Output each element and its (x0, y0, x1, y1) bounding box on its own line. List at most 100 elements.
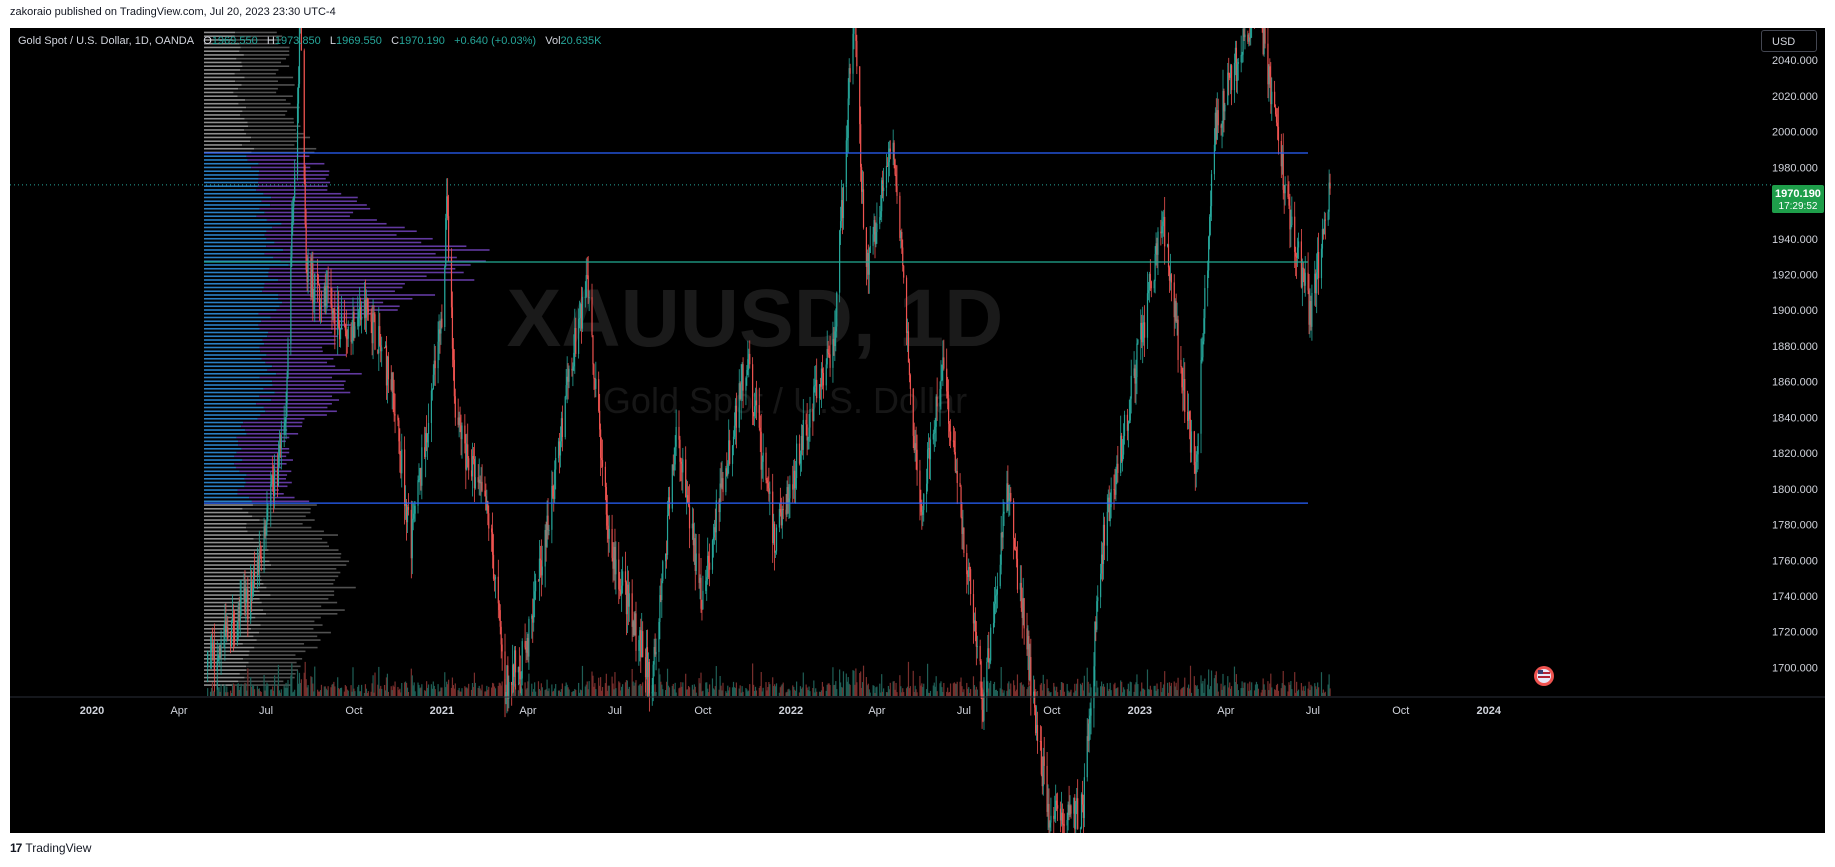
volume-bar (686, 689, 688, 696)
volume-profile-row (204, 42, 240, 45)
candle-body (967, 574, 969, 577)
volume-bar (398, 690, 400, 696)
candle-body (333, 308, 335, 312)
candle-body (574, 328, 576, 353)
volume-profile-row (282, 301, 384, 304)
volume-bar (1087, 681, 1089, 696)
volume-bar (478, 685, 480, 696)
volume-bar (518, 682, 520, 696)
volume-bar (279, 692, 281, 696)
candle-body (1048, 803, 1050, 828)
candle-body (948, 423, 951, 432)
y-tick-label: 1720.000 (1772, 627, 1818, 639)
candle-body (1317, 251, 1319, 273)
candle-body (1162, 221, 1164, 227)
candle-body (588, 297, 590, 299)
candle-body (446, 196, 448, 219)
volume-bar (678, 688, 680, 696)
volume-bar (631, 668, 633, 696)
volume-profile-row (240, 114, 286, 116)
volume-profile-row (249, 650, 306, 653)
volume-profile-row (236, 451, 290, 454)
candle-body (1002, 513, 1004, 538)
candle-body (1188, 411, 1191, 420)
volume-bar (715, 666, 717, 696)
volume-bar (1282, 670, 1284, 696)
candle-body (600, 457, 603, 461)
candle-body (625, 582, 628, 615)
volume-bar (391, 690, 393, 696)
volume-profile-row (281, 222, 387, 225)
close-label: C (391, 35, 400, 47)
y-tick-label: 1860.000 (1772, 377, 1818, 389)
volume-profile-row (204, 417, 258, 420)
candle-body (1101, 554, 1104, 564)
volume-bar (213, 690, 215, 696)
volume-profile-row (204, 556, 265, 559)
volume-profile-row (251, 500, 310, 503)
volume-bar (377, 684, 379, 696)
volume-bar (767, 686, 769, 696)
volume-bar (1057, 692, 1059, 696)
candle-body (996, 586, 998, 595)
last-price-tag: 1970.190 17:29:52 (1772, 185, 1824, 213)
volume-bar (1161, 692, 1163, 696)
candle-body (350, 326, 352, 342)
volume-bar (908, 688, 911, 696)
volume-bar (1055, 690, 1057, 696)
candle-body (773, 524, 775, 543)
volume-bar (419, 688, 421, 696)
volume-profile-row (204, 297, 279, 300)
volume-bar (1097, 687, 1099, 696)
volume-bar (841, 687, 844, 696)
candle-body (923, 494, 925, 511)
volume-bar (446, 681, 448, 696)
candle-body (733, 425, 736, 437)
candle-body (1043, 756, 1045, 766)
currency-button[interactable]: USD (1761, 30, 1817, 52)
volume-bar (1216, 683, 1218, 696)
volume-bar (612, 683, 614, 696)
candle-body (922, 510, 924, 515)
volume-bar (380, 685, 382, 696)
candle-body (1267, 43, 1269, 85)
candle-body (461, 425, 463, 440)
volume-bar (237, 683, 239, 696)
volume-bar (607, 685, 609, 696)
volume-bar (560, 689, 563, 696)
volume-bar (1248, 690, 1250, 696)
symbol-name[interactable]: Gold Spot / U.S. Dollar, 1D, OANDA (18, 35, 195, 47)
candle-body (1264, 25, 1266, 44)
volume-bar (1188, 688, 1191, 696)
chart-frame[interactable]: XAUUSD, 1D Gold Spot / U.S. Dollar 1700.… (10, 0, 1825, 849)
volume-bar (1162, 687, 1164, 696)
volume-bar (848, 683, 850, 696)
candle-body (655, 651, 657, 655)
candle-body (1103, 524, 1106, 546)
candle-body (506, 665, 508, 695)
volume-bar (1328, 674, 1330, 696)
volume-profile-row (242, 459, 293, 461)
volume-bar (551, 684, 553, 696)
candle-body (339, 326, 341, 340)
candle-body (385, 345, 388, 386)
candle-body (405, 501, 408, 523)
volume-bar (699, 683, 701, 696)
candle-body (1323, 219, 1325, 235)
candle-body (875, 231, 877, 245)
volume-bar (726, 692, 728, 696)
horizontal-lines[interactable] (10, 152, 1772, 504)
volume-bar (264, 690, 266, 696)
volume-profile-row (204, 586, 267, 589)
candle-body (521, 641, 523, 679)
candle-body (666, 515, 669, 555)
flag-icon[interactable] (1534, 666, 1554, 686)
candle-body (1284, 184, 1286, 194)
candle-body (665, 553, 668, 555)
volume-bar (453, 688, 455, 696)
volume-bar (952, 683, 954, 696)
volume-bar (383, 684, 386, 696)
volume-profile-row (204, 684, 235, 686)
candle-body (354, 326, 356, 338)
price-chart[interactable]: XAUUSD, 1D Gold Spot / U.S. Dollar 1700.… (10, 0, 1825, 849)
